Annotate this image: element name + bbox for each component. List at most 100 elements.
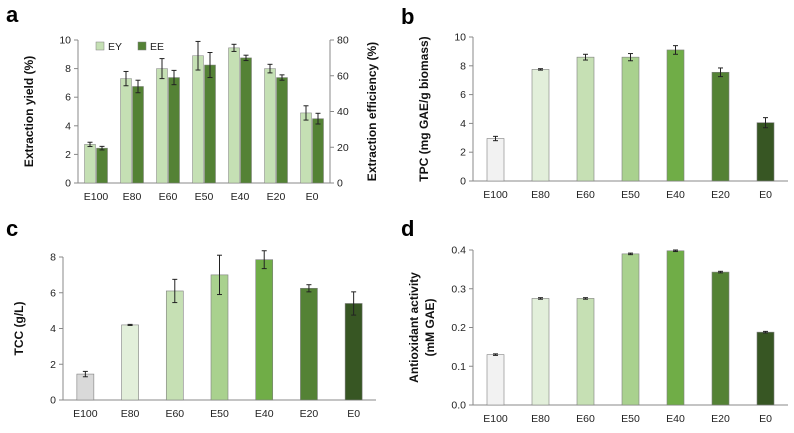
y-tick-label: 2 <box>460 147 466 159</box>
bar <box>344 303 363 401</box>
y-axis-label: Extraction yield (%) <box>22 56 36 167</box>
bar <box>165 290 184 401</box>
bar <box>666 49 685 182</box>
x-tick-label: E100 <box>483 413 508 425</box>
y-tick-label: 0.0 <box>451 400 466 412</box>
y-tick-label: 0.3 <box>451 283 466 295</box>
panel-letter-b: b <box>401 4 414 29</box>
x-tick-label: E40 <box>666 413 685 425</box>
y-tick-label: 0 <box>50 395 56 407</box>
x-tick-label: E0 <box>306 191 319 203</box>
bar <box>711 71 730 182</box>
y-tick-label: 8 <box>50 252 56 264</box>
panel-letter-a: a <box>6 2 19 27</box>
y-tick-label: 2 <box>50 359 56 371</box>
bar <box>76 373 95 401</box>
bar <box>300 287 318 401</box>
bar <box>531 298 550 406</box>
y-tick-label: 2 <box>65 149 71 161</box>
bar <box>756 122 775 182</box>
y-tick-label: 0.1 <box>451 361 466 373</box>
chart-panel-a: 0 2 4 6 8 10 0 20 40 60 80 Extraction efficiency (%… <box>22 35 379 204</box>
x-tick-label: E80 <box>121 408 140 420</box>
y-tick-label: 4 <box>460 118 466 130</box>
x-tick-label: E0 <box>759 413 772 425</box>
x-tick-label: E50 <box>621 189 640 201</box>
y-tick-label: 8 <box>65 63 71 75</box>
bar-ey <box>228 47 240 184</box>
legend-swatch <box>137 41 147 51</box>
y-tick-label: 4 <box>65 120 71 132</box>
x-tick-label: E80 <box>531 189 550 201</box>
y-axis-label: TPC (mg GAE/g biomass) <box>417 36 431 181</box>
bar-ee <box>132 86 144 184</box>
bar <box>621 253 640 406</box>
x-tick-label: E0 <box>759 189 772 201</box>
y2-tick-label: 0 <box>337 178 343 190</box>
chart-panel-d: 0.0 0.1 0.2 0.3 0.4 Antioxidant activity (mM G… <box>407 245 788 425</box>
x-tick-label: E50 <box>195 191 214 203</box>
chart-panel-c: 0 2 4 6 8 TCC (g/L) E100 E80 E60 E50 E40 E20 E0 <box>12 250 376 420</box>
panel-letter-c: c <box>6 216 18 241</box>
y-tick-label: 0 <box>65 178 71 190</box>
y-tick-label: 6 <box>460 89 466 101</box>
bar-ee <box>276 77 288 184</box>
bar-ee <box>204 64 216 184</box>
x-tick-label: E50 <box>210 408 229 420</box>
x-tick-label: E40 <box>666 189 685 201</box>
bar <box>666 250 685 406</box>
x-tick-label: E20 <box>711 189 730 201</box>
bar <box>576 298 595 406</box>
x-tick-label: E20 <box>300 408 319 420</box>
x-tick-label: E60 <box>576 413 595 425</box>
bar-ee <box>168 77 180 184</box>
bar-ee <box>96 147 108 184</box>
x-tick-label: E100 <box>73 408 98 420</box>
bar <box>255 259 274 401</box>
y-tick-label: 6 <box>65 92 71 104</box>
bar-ey <box>84 144 96 184</box>
y-tick-label: 0 <box>460 176 466 188</box>
bar-ee <box>240 57 252 184</box>
x-tick-label: E80 <box>531 413 550 425</box>
y-tick-label: 6 <box>50 287 56 299</box>
x-tick-label: E0 <box>347 408 360 420</box>
bar-ey <box>192 55 204 184</box>
legend-swatch <box>95 41 105 51</box>
y-tick-label: 8 <box>460 60 466 72</box>
x-tick-label: E60 <box>165 408 184 420</box>
bar <box>621 56 640 182</box>
x-tick-label: E100 <box>483 189 508 201</box>
bar-ey <box>300 112 312 184</box>
panel-letter-d: d <box>401 216 414 241</box>
bar-ey <box>264 68 276 184</box>
bar <box>531 69 550 182</box>
chart-panel-b: 0 2 4 6 8 10 TPC (mg GAE/g biomass) E100 E80 E60 E… <box>417 32 788 201</box>
y2-tick-label: 20 <box>337 142 349 154</box>
y-axis-label: TCC (g/L) <box>12 302 26 356</box>
bar <box>756 331 775 406</box>
x-tick-label: E40 <box>231 191 250 203</box>
x-tick-label: E60 <box>159 191 178 203</box>
y-tick-label: 0.4 <box>451 245 466 257</box>
legend-label: EE <box>150 41 164 53</box>
bar <box>486 138 505 182</box>
y-tick-label: 10 <box>454 32 466 44</box>
x-tick-label: E40 <box>255 408 274 420</box>
bar <box>576 56 595 182</box>
y2-axis-label: Extraction efficiency (%) <box>365 42 379 181</box>
y-axis-label-line: (mM GAE) <box>423 299 437 357</box>
bar-ey <box>156 68 168 184</box>
x-tick-label: E80 <box>123 191 142 203</box>
y-tick-label: 10 <box>59 35 71 47</box>
bar-ey <box>120 78 132 184</box>
bar-ee <box>312 118 324 184</box>
y-axis-label-line: Antioxidant activity <box>407 272 421 383</box>
y-tick-label: 0.2 <box>451 322 466 334</box>
bar <box>711 271 730 406</box>
legend-label: EY <box>108 41 122 53</box>
y-tick-label: 4 <box>50 323 56 335</box>
x-tick-label: E20 <box>711 413 730 425</box>
x-tick-label: E100 <box>84 191 109 203</box>
